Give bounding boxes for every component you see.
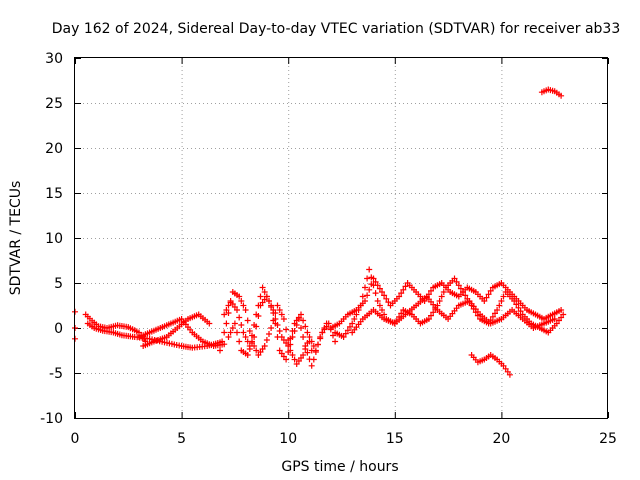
y-tick-label: 10 — [45, 231, 63, 247]
y-tick-label: -10 — [40, 411, 63, 427]
data-point-markers — [84, 320, 223, 351]
data-points — [72, 86, 567, 378]
series-track-g — [225, 293, 315, 369]
data-point-markers — [349, 293, 558, 336]
series-track-l — [538, 86, 565, 99]
x-tick-label: 5 — [177, 431, 186, 447]
y-tick-label: -5 — [49, 366, 63, 382]
plot-frame — [74, 57, 608, 419]
data-point-markers — [468, 352, 513, 378]
y-tick-label: 25 — [45, 96, 63, 112]
series-track-k — [468, 352, 513, 378]
data-point-markers — [140, 311, 213, 349]
y-tick-label: 0 — [54, 321, 63, 337]
series-track-b — [84, 320, 223, 351]
y-tick-label: 20 — [45, 141, 63, 157]
axis-tick-labels: 0 5 10 15 20 25 -10 -5 0 5 10 15 20 25 30 — [40, 51, 617, 447]
y-tick-label: 30 — [45, 51, 63, 67]
series-track-d — [140, 311, 213, 349]
y-tick-label: 5 — [54, 276, 63, 292]
x-tick-label: 20 — [492, 431, 510, 447]
y-axis-label: SDTVAR / TECUs — [8, 181, 24, 296]
y-tick-label: 15 — [45, 186, 63, 202]
series-track-j — [349, 293, 558, 336]
data-point-markers — [82, 311, 149, 345]
x-tick-label: 0 — [71, 431, 80, 447]
x-tick-label: 15 — [386, 431, 404, 447]
x-tick-label: 10 — [279, 431, 297, 447]
chart-title: Day 162 of 2024, Sidereal Day-to-day VTE… — [52, 21, 621, 37]
data-point-markers — [225, 293, 315, 369]
series-track-c — [136, 316, 228, 349]
x-axis-label: GPS time / hours — [281, 459, 398, 475]
x-tick-label: 25 — [599, 431, 617, 447]
series-track-a — [82, 311, 149, 345]
grid — [75, 58, 608, 418]
data-point-markers — [136, 316, 228, 349]
data-point-markers — [538, 86, 565, 99]
